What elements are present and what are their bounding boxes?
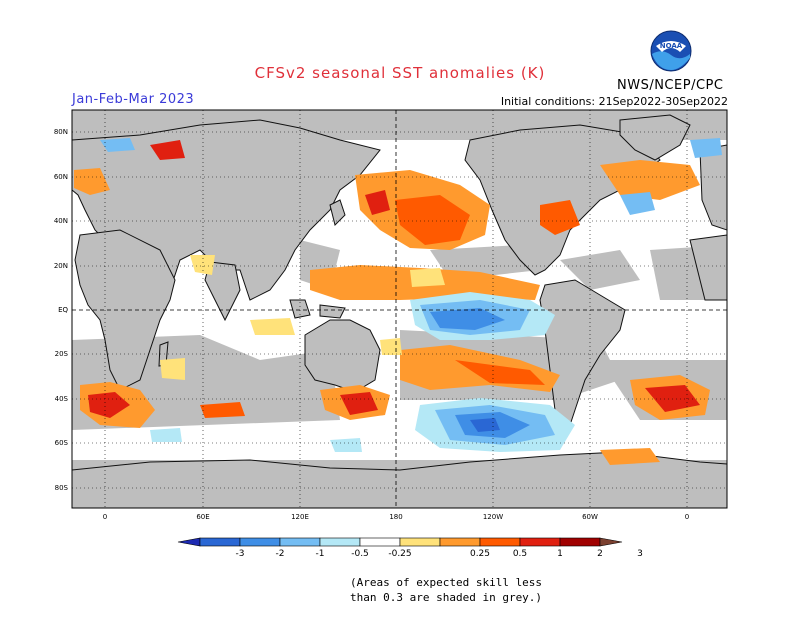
warm-anomalies	[74, 140, 710, 465]
cool-anomalies	[100, 138, 722, 452]
colorbar-label: -2	[276, 549, 285, 559]
lon-label: 180	[389, 513, 402, 521]
colorbar-label: 0.5	[513, 549, 527, 559]
logo-text: NOAA	[660, 42, 683, 50]
lon-labels: 0 60E 120E 180 120W 60W 0	[103, 513, 689, 521]
lat-label: 20S	[55, 350, 69, 358]
lon-label: 60W	[582, 513, 598, 521]
lat-label: 60S	[55, 439, 69, 447]
lon-label: 0	[685, 513, 689, 521]
lon-label: 0	[103, 513, 107, 521]
colorbar-label: -3	[236, 549, 245, 559]
lat-label: 40S	[55, 395, 69, 403]
colorbar-swatch	[559, 537, 601, 547]
colorbar-swatch	[199, 537, 241, 547]
colorbar-label: 2	[597, 549, 603, 559]
lon-label: 60E	[196, 513, 209, 521]
colorbar-swatch	[399, 537, 441, 547]
colorbar-swatch	[359, 537, 401, 547]
lat-label: 60N	[54, 173, 68, 181]
noaa-logo-icon: NOAA	[650, 30, 692, 72]
agency-label: NWS/NCEP/CPC	[617, 78, 724, 93]
note-line: than 0.3 are shaded in grey.)	[350, 591, 543, 604]
colorbar-labels: -3 -2 -1 -0.5 -0.25 0.25 0.5 1 2 3	[236, 549, 643, 559]
colorbar-swatch	[479, 537, 521, 547]
colorbar	[177, 537, 623, 547]
lat-label: 20N	[54, 262, 68, 270]
colorbar-swatch	[519, 537, 561, 547]
lat-label: 80S	[55, 484, 69, 492]
continents	[72, 114, 727, 508]
colorbar-swatch	[439, 537, 481, 547]
map-title: CFSv2 seasonal SST anomalies (K)	[254, 64, 546, 82]
colorbar-swatch	[239, 537, 281, 547]
colorbar-label: 0.25	[470, 549, 490, 559]
light-warm-anomalies	[160, 255, 445, 380]
colorbar-swatch	[319, 537, 361, 547]
skill-note: (Areas of expected skill less than 0.3 a…	[350, 575, 542, 605]
colorbar-label: 1	[557, 549, 563, 559]
colorbar-swatch	[279, 537, 321, 547]
colorbar-label: -0.25	[388, 549, 411, 559]
lat-labels: 80N 60N 40N 20N EQ 20S 40S 60S 80S	[54, 128, 69, 492]
initial-conditions: Initial conditions: 21Sep2022-30Sep2022	[500, 95, 728, 108]
colorbar-high-arrow	[599, 537, 623, 547]
colorbar-label: 3	[637, 549, 643, 559]
lat-label: 80N	[54, 128, 68, 136]
lat-label: EQ	[58, 306, 68, 314]
colorbar-label: -0.5	[351, 549, 369, 559]
lon-label: 120E	[291, 513, 309, 521]
colorbar-label: -1	[316, 549, 325, 559]
lat-label: 40N	[54, 217, 68, 225]
note-line: (Areas of expected skill less	[350, 576, 543, 589]
season-label: Jan-Feb-Mar 2023	[72, 92, 195, 107]
colorbar-low-arrow	[177, 537, 201, 547]
main-axes	[72, 110, 727, 508]
lon-label: 120W	[483, 513, 503, 521]
